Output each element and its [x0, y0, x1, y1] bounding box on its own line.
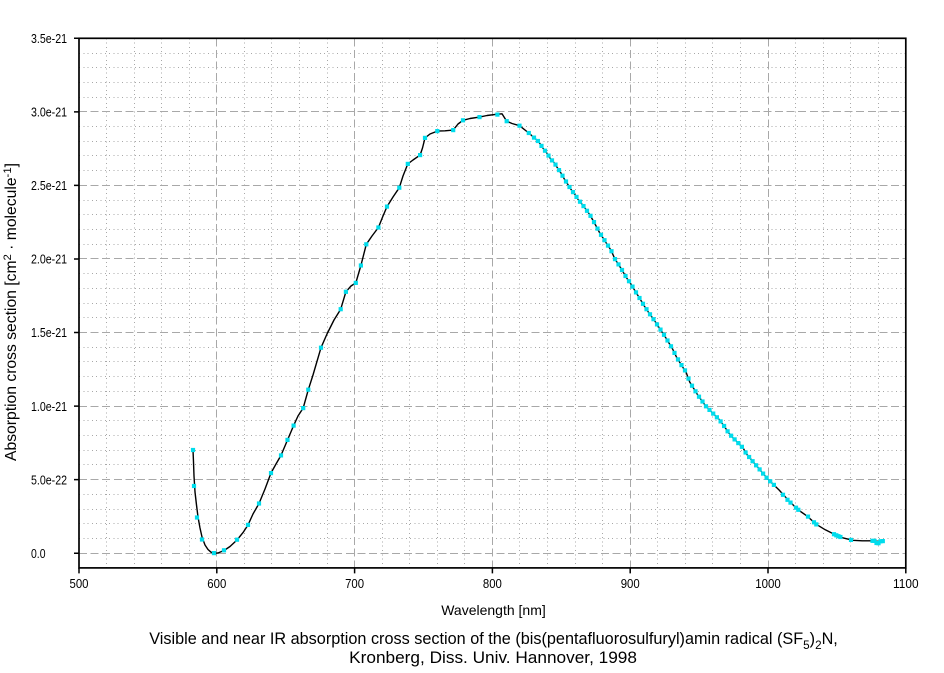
svg-text:800: 800: [483, 576, 502, 591]
svg-text:5.0e-22: 5.0e-22: [31, 472, 67, 487]
svg-text:1000: 1000: [755, 576, 781, 591]
svg-text:900: 900: [621, 576, 640, 591]
svg-text:700: 700: [345, 576, 364, 591]
svg-text:3.0e-21: 3.0e-21: [31, 105, 67, 120]
svg-text:2.5e-21: 2.5e-21: [31, 178, 67, 193]
svg-text:1.0e-21: 1.0e-21: [31, 399, 67, 414]
svg-text:1.5e-21: 1.5e-21: [31, 325, 67, 340]
svg-text:3.5e-21: 3.5e-21: [31, 31, 67, 46]
svg-text:500: 500: [70, 576, 89, 591]
svg-text:2.0e-21: 2.0e-21: [31, 252, 67, 267]
svg-text:600: 600: [207, 576, 226, 591]
svg-text:0.0: 0.0: [31, 546, 46, 561]
svg-text:1100: 1100: [893, 576, 919, 591]
